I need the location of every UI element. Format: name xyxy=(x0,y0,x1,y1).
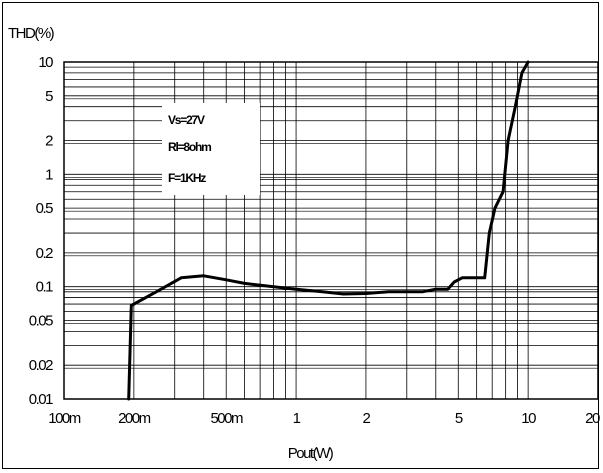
y-tick-labels: 0.01 0.02 0.05 0.1 0.2 0.5 1 2 5 10 xyxy=(29,54,55,408)
condition-annotation: F=1KHz xyxy=(168,171,206,185)
y-axis-label: THD(%) xyxy=(8,25,55,42)
conditions-box xyxy=(162,103,260,195)
y-tick-label: 2 xyxy=(45,133,53,150)
y-tick-label: 5 xyxy=(45,88,53,105)
x-tick-label: 10 xyxy=(521,410,536,427)
thd-curve xyxy=(127,60,530,401)
x-tick-label: 100m xyxy=(48,410,81,427)
condition-annotation: Rl=8ohm xyxy=(168,140,211,154)
y-tick-label: 1 xyxy=(45,166,53,183)
x-tick-label: 500m xyxy=(210,410,243,427)
plot-border xyxy=(63,61,599,400)
chart-gridlines xyxy=(64,62,598,399)
y-tick-label: 0.01 xyxy=(29,391,53,408)
x-tick-label: 2 xyxy=(363,410,371,427)
y-tick-label: 0.2 xyxy=(36,245,54,262)
x-axis-label: Pout(W) xyxy=(288,445,334,462)
x-tick-label: 20 xyxy=(585,410,600,427)
y-tick-label: 0.1 xyxy=(36,279,54,296)
y-tick-label: 0.05 xyxy=(29,312,53,329)
x-tick-label: 1 xyxy=(293,410,301,427)
y-tick-label: 0.5 xyxy=(36,200,54,217)
x-tick-label: 5 xyxy=(455,410,463,427)
condition-annotation: Vs=27V xyxy=(168,113,205,127)
x-tick-label: 200m xyxy=(118,410,151,427)
y-tick-label: 0.02 xyxy=(29,357,53,374)
x-tick-labels: 100m 200m 500m 1 2 5 10 20 xyxy=(48,410,601,427)
y-tick-label: 10 xyxy=(38,54,53,71)
conditions-annotations: Vs=27V Rl=8ohm F=1KHz xyxy=(168,113,212,185)
